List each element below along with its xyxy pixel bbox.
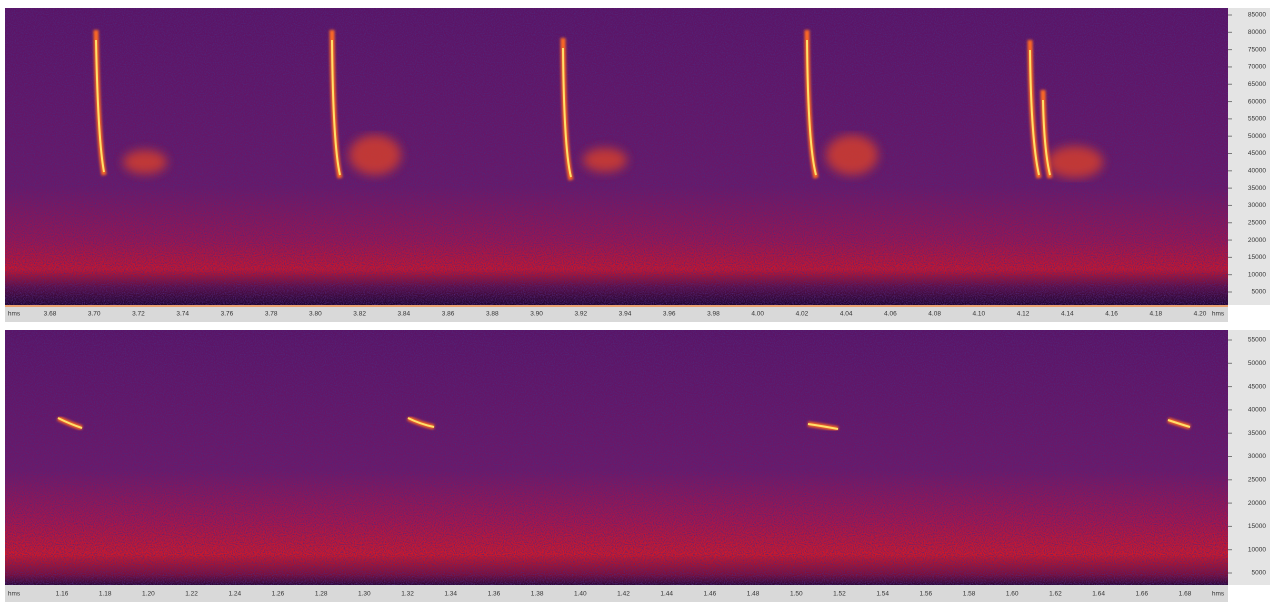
time-label: 4.18 [1149, 311, 1162, 318]
frequency-label: 10000 [1248, 546, 1266, 553]
time-label: 3.70 [88, 311, 101, 318]
time-label: 1.52 [833, 591, 846, 598]
frequency-label: 20000 [1248, 500, 1266, 507]
frequency-label: 35000 [1248, 185, 1266, 192]
time-label: 1.34 [444, 591, 457, 598]
time-label: 4.20 [1194, 311, 1207, 318]
time-label: 1.32 [401, 591, 414, 598]
time-label: 1.62 [1049, 591, 1062, 598]
time-label: 3.76 [221, 311, 234, 318]
time-label: 3.98 [707, 311, 720, 318]
time-label: hms [8, 311, 21, 318]
frequency-label: 50000 [1248, 133, 1266, 140]
time-label: 3.88 [486, 311, 499, 318]
time-label: 1.60 [1006, 591, 1019, 598]
frequency-label: 65000 [1248, 81, 1266, 88]
time-label: 4.12 [1017, 311, 1030, 318]
frequency-label: 70000 [1248, 64, 1266, 71]
time-label: 4.08 [928, 311, 941, 318]
frequency-label: 5000 [1252, 289, 1267, 296]
time-label: 4.04 [840, 311, 853, 318]
time-label: 1.50 [790, 591, 803, 598]
time-label: 1.26 [272, 591, 285, 598]
time-label: 3.68 [44, 311, 57, 318]
frequency-label: 75000 [1248, 46, 1266, 53]
spectrogram-viewer: hms 3.68 3.70 3.72 3.74 3.76 3.78 3.80 3.82 3.84 3… [0, 0, 1274, 604]
frequency-label: 30000 [1248, 453, 1266, 460]
time-label: 1.48 [747, 591, 760, 598]
frequency-label: 15000 [1248, 254, 1266, 261]
time-label: 3.94 [619, 311, 632, 318]
frequency-label: 5000 [1252, 570, 1267, 577]
frequency-label: 25000 [1248, 219, 1266, 226]
time-label: hms [1212, 591, 1225, 598]
time-label: 3.84 [398, 311, 411, 318]
noise [5, 330, 1228, 585]
time-label: 1.36 [488, 591, 501, 598]
time-label: 1.38 [531, 591, 544, 598]
time-label: 1.44 [660, 591, 673, 598]
time-label: 1.42 [617, 591, 630, 598]
frequency-label: 55000 [1248, 116, 1266, 123]
time-label: 3.82 [353, 311, 366, 318]
time-label: 4.14 [1061, 311, 1074, 318]
frequency-label: 80000 [1248, 29, 1266, 36]
frequency-label: 45000 [1248, 150, 1266, 157]
time-label: 1.40 [574, 591, 587, 598]
time-label: 3.74 [176, 311, 189, 318]
frequency-label: 20000 [1248, 237, 1266, 244]
time-label: 4.16 [1105, 311, 1118, 318]
frequency-label: 30000 [1248, 202, 1266, 209]
time-label: 1.16 [56, 591, 69, 598]
time-label: 1.30 [358, 591, 371, 598]
frequency-label: 60000 [1248, 98, 1266, 105]
time-label: 4.10 [973, 311, 986, 318]
time-label: 1.22 [185, 591, 198, 598]
frequency-label: 40000 [1248, 407, 1266, 414]
time-label: hms [1212, 311, 1225, 318]
time-label: 3.96 [663, 311, 676, 318]
time-label: 1.58 [963, 591, 976, 598]
time-label: 4.00 [751, 311, 764, 318]
frequency-label: 15000 [1248, 523, 1266, 530]
time-label: 1.64 [1092, 591, 1105, 598]
time-label: 1.56 [920, 591, 933, 598]
time-label: 1.20 [142, 591, 155, 598]
frequency-label: 40000 [1248, 168, 1266, 175]
time-label: 3.78 [265, 311, 278, 318]
time-label: 1.18 [99, 591, 112, 598]
frequency-label: 50000 [1248, 360, 1266, 367]
time-label: 1.68 [1179, 591, 1192, 598]
time-label: 4.02 [796, 311, 809, 318]
top-panel [5, 8, 1270, 322]
frequency-label: 45000 [1248, 383, 1266, 390]
time-label: 3.92 [574, 311, 587, 318]
time-label: 4.06 [884, 311, 897, 318]
time-label: 1.24 [228, 591, 241, 598]
time-label: 1.66 [1135, 591, 1148, 598]
time-label: 3.80 [309, 311, 322, 318]
frequency-label: 85000 [1248, 12, 1266, 19]
time-label: 1.54 [876, 591, 889, 598]
time-label: 1.28 [315, 591, 328, 598]
time-label: hms [8, 591, 21, 598]
time-label: 1.46 [704, 591, 717, 598]
time-label: 3.72 [132, 311, 145, 318]
frequency-label: 10000 [1248, 271, 1266, 278]
frequency-label: 35000 [1248, 430, 1266, 437]
frequency-label: 25000 [1248, 477, 1266, 484]
time-label: 3.90 [530, 311, 543, 318]
frequency-label: 55000 [1248, 337, 1266, 344]
bottom-panel [5, 330, 1270, 602]
time-label: 3.86 [442, 311, 455, 318]
